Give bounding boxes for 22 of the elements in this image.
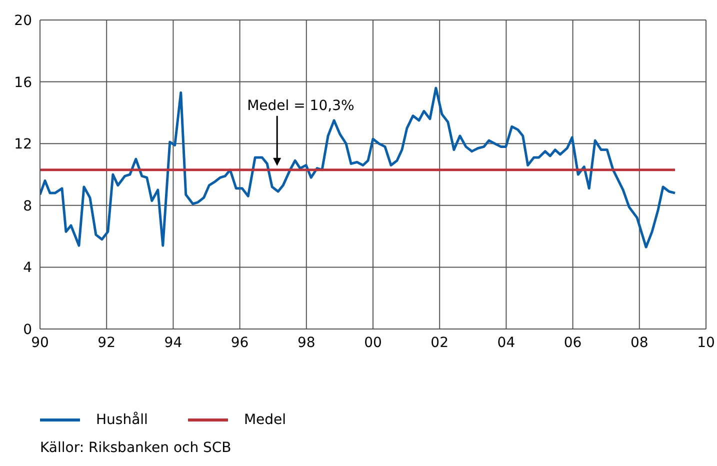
line-series: [40, 86, 676, 248]
x-tick-label: 94: [164, 334, 182, 351]
x-tick-label: 00: [364, 334, 382, 351]
y-tick-label: 20: [14, 12, 32, 29]
x-tick-label: 96: [230, 334, 249, 351]
x-tick-label: 92: [98, 334, 116, 351]
x-tick-label: 90: [31, 334, 49, 351]
y-tick-label: 16: [14, 74, 32, 91]
y-tick-label: 12: [14, 136, 32, 153]
x-tick-label: 08: [630, 334, 648, 351]
y-tick-label: 8: [23, 198, 32, 214]
annotation: Medel = 10,3%: [247, 98, 354, 114]
legend-label: Medel: [244, 412, 286, 428]
y-tick-label: 4: [23, 260, 32, 276]
legend-label: Hushåll: [96, 412, 148, 428]
y-tick-label: 0: [23, 322, 32, 338]
x-tick-label: 98: [297, 334, 316, 351]
x-tick-label: 10: [697, 334, 715, 351]
x-tick-label: 02: [430, 334, 449, 351]
x-tick-label: 06: [564, 334, 582, 351]
text: Källor: Riksbanken och SCB: [40, 440, 232, 456]
x-tick-label: 04: [497, 334, 516, 351]
